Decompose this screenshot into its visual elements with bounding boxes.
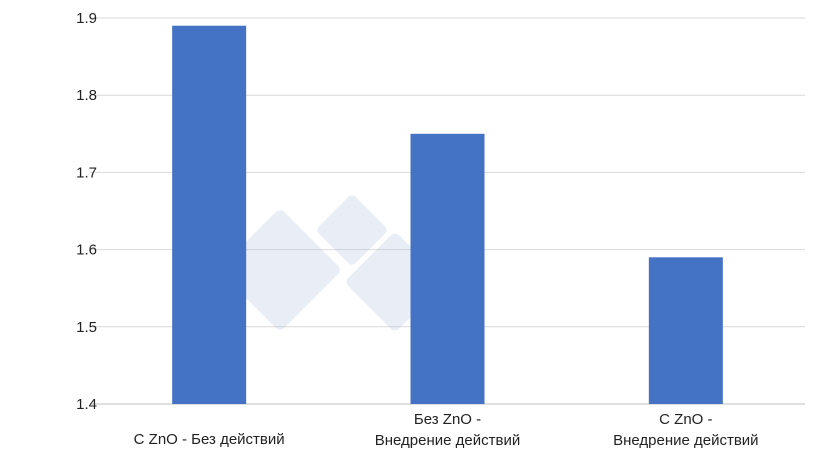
bar <box>648 257 723 404</box>
bar <box>410 133 485 405</box>
y-tick-label: 1.6 <box>76 242 97 259</box>
y-tick-label: 1.8 <box>76 87 97 104</box>
category-label: Внедрение действий <box>613 432 758 449</box>
y-tick-label: 1.7 <box>76 164 97 181</box>
y-tick-label: 1.5 <box>76 319 97 336</box>
y-tick-label: 1.9 <box>76 10 97 27</box>
x-axis-category-labels: С ZnO - Без действий Без ZnO - Внедрение д… <box>134 411 759 449</box>
category-label: С ZnO - Без действий <box>134 431 285 448</box>
bar <box>172 25 247 404</box>
category-label: С ZnO - <box>659 411 712 428</box>
y-tick-label: 1.4 <box>76 396 97 413</box>
bars <box>172 25 723 405</box>
category-label: Без ZnO - <box>414 411 481 428</box>
category-label: Внедрение действий <box>375 432 520 449</box>
y-axis-ticks: 1.4 1.5 1.6 1.7 1.8 1.9 <box>76 10 97 413</box>
